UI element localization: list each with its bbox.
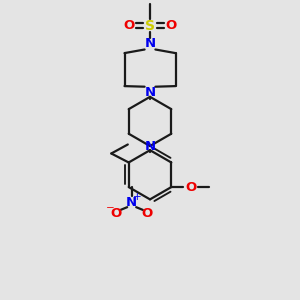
Text: N: N — [144, 86, 156, 99]
Text: O: O — [185, 181, 196, 194]
Text: N: N — [126, 196, 137, 208]
Text: O: O — [142, 207, 153, 220]
Text: O: O — [110, 207, 122, 220]
Text: −: − — [106, 203, 115, 213]
Text: +: + — [133, 192, 141, 202]
Text: S: S — [145, 19, 155, 32]
Text: N: N — [144, 37, 156, 50]
Text: N: N — [144, 140, 156, 152]
Text: O: O — [165, 19, 177, 32]
Text: O: O — [123, 19, 135, 32]
